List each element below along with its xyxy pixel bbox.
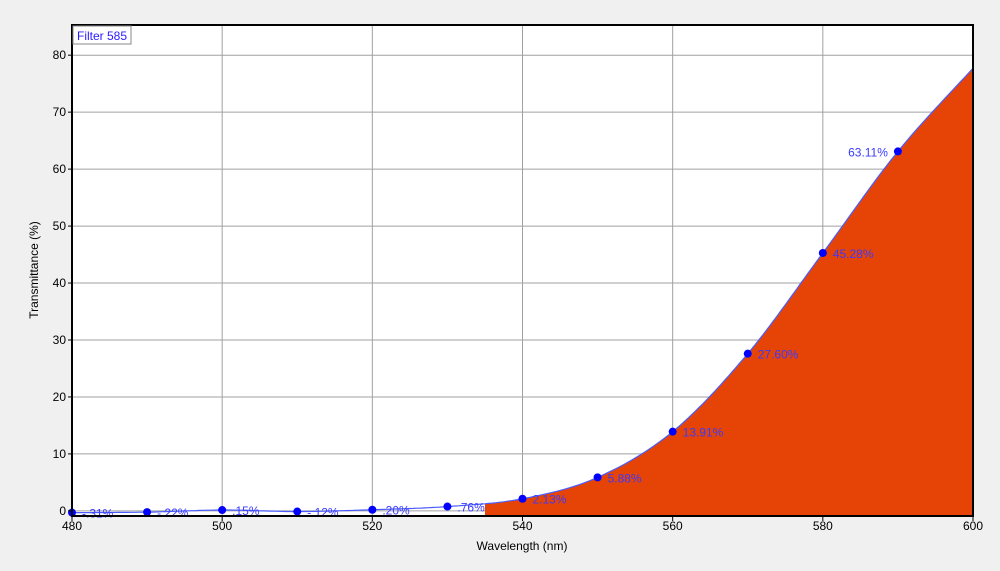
data-point xyxy=(593,473,602,482)
legend-box xyxy=(72,25,132,45)
data-label: -.31% xyxy=(82,507,114,521)
data-point xyxy=(293,507,302,516)
data-point xyxy=(668,427,677,436)
x-tick-label: 540 xyxy=(512,519,532,533)
y-tick-label: 70 xyxy=(53,105,67,119)
legend: Filter 585 xyxy=(72,25,132,45)
y-tick-label: 10 xyxy=(53,447,67,461)
data-point xyxy=(368,505,377,514)
data-label: .20% xyxy=(382,504,410,518)
x-tick-label: 500 xyxy=(212,519,232,533)
y-tick-label: 60 xyxy=(53,162,67,176)
area-fill-path xyxy=(484,68,973,517)
x-tick-label: 560 xyxy=(663,519,683,533)
legend-label: Filter 585 xyxy=(77,29,127,43)
data-label: 45.28% xyxy=(833,247,874,261)
x-tick-label: 580 xyxy=(813,519,833,533)
data-label: 13.91% xyxy=(683,426,724,440)
y-tick-label: 40 xyxy=(53,276,67,290)
data-point xyxy=(818,248,827,257)
y-tick-label: 50 xyxy=(53,219,67,233)
data-points xyxy=(68,147,902,517)
data-label: 2.13% xyxy=(533,493,567,507)
data-label: 63.11% xyxy=(848,145,888,159)
x-tick-label: 520 xyxy=(362,519,382,533)
data-point xyxy=(143,508,152,517)
data-label: -.12% xyxy=(307,506,339,520)
x-axis-label: Wavelength (nm) xyxy=(477,539,568,553)
data-label: .76% xyxy=(457,501,485,515)
data-label: 5.88% xyxy=(608,471,642,485)
data-label: .15% xyxy=(232,504,260,518)
y-tick-label: 30 xyxy=(53,333,67,347)
data-point xyxy=(893,147,902,156)
y-tick-label: 0 xyxy=(59,504,66,518)
data-point xyxy=(443,502,452,511)
y-axis-label: Transmittance (%) xyxy=(27,221,41,319)
axis-ticks: 480 500 520 540 560 580 600 0 10 20 30 40 50 60 70 80 xyxy=(53,48,984,533)
x-tick-label: 600 xyxy=(963,519,983,533)
y-tick-label: 20 xyxy=(53,390,67,404)
data-point xyxy=(518,494,527,503)
data-label: -.22% xyxy=(157,506,189,520)
data-point xyxy=(218,506,227,515)
data-point xyxy=(743,349,752,358)
x-tick-label: 480 xyxy=(62,519,82,533)
data-label: 27.60% xyxy=(758,348,799,362)
y-tick-label: 80 xyxy=(53,48,67,62)
area-fill xyxy=(484,68,973,517)
